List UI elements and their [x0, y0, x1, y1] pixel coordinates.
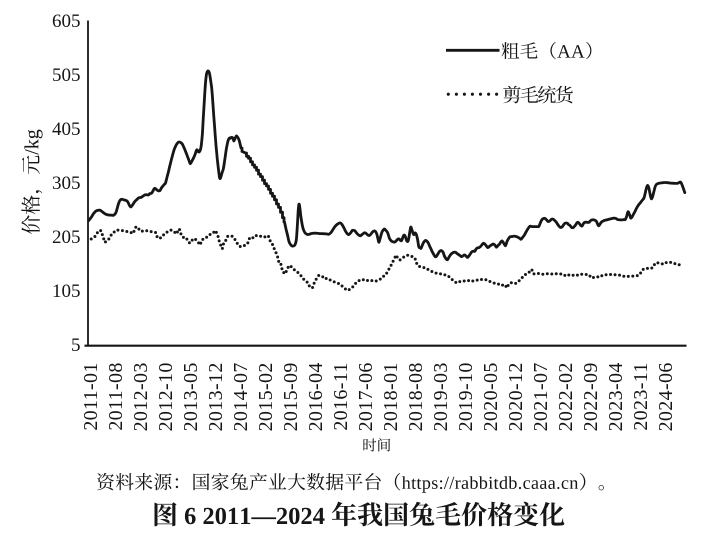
svg-text:5: 5 — [71, 335, 81, 356]
svg-text:305: 305 — [52, 173, 81, 194]
svg-text:2016-11: 2016-11 — [330, 362, 352, 430]
svg-text:2022-09: 2022-09 — [580, 362, 602, 431]
svg-text:2023-11: 2023-11 — [630, 362, 652, 430]
svg-text:505: 505 — [52, 65, 81, 86]
svg-text:2013-12: 2013-12 — [205, 362, 227, 431]
svg-text:105: 105 — [52, 281, 81, 302]
svg-text:2018-08: 2018-08 — [405, 362, 427, 431]
svg-text:2023-04: 2023-04 — [605, 362, 627, 431]
svg-text:2024-06: 2024-06 — [655, 362, 677, 431]
svg-text:2021-07: 2021-07 — [530, 362, 552, 431]
svg-text:2014-07: 2014-07 — [230, 362, 252, 431]
svg-text:2015-09: 2015-09 — [280, 362, 302, 431]
svg-text:2018-01: 2018-01 — [380, 362, 402, 431]
svg-text:2015-02: 2015-02 — [255, 362, 277, 431]
svg-text:2016-04: 2016-04 — [305, 362, 327, 431]
svg-text:205: 205 — [52, 227, 81, 248]
svg-text:2013-05: 2013-05 — [180, 362, 202, 431]
svg-text:2019-10: 2019-10 — [455, 362, 477, 431]
svg-text:2022-02: 2022-02 — [555, 362, 577, 431]
svg-text:2019-03: 2019-03 — [430, 362, 452, 431]
svg-text:2011-01: 2011-01 — [80, 362, 102, 430]
svg-text:2012-03: 2012-03 — [130, 362, 152, 431]
svg-text:605: 605 — [52, 11, 81, 32]
svg-text:2020-05: 2020-05 — [480, 362, 502, 431]
svg-text:2017-06: 2017-06 — [355, 362, 377, 431]
svg-text:2012-10: 2012-10 — [155, 362, 177, 431]
svg-text:2020-12: 2020-12 — [505, 362, 527, 431]
svg-text:405: 405 — [52, 119, 81, 140]
svg-text:2011-08: 2011-08 — [105, 362, 127, 430]
